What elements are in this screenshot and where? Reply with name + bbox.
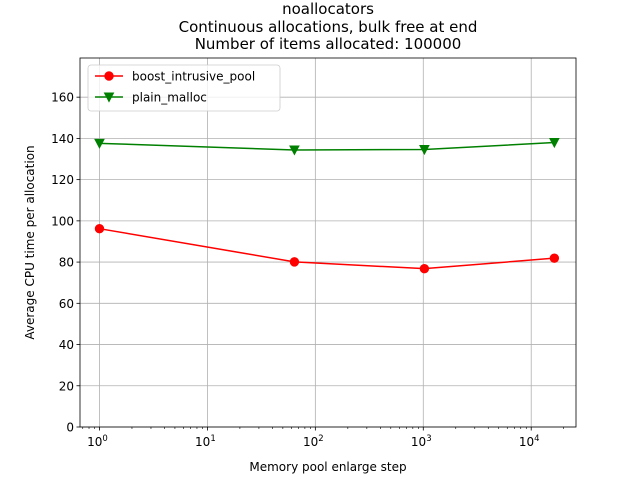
y-tick-label: 20 [59, 379, 74, 393]
y-tick-label: 140 [51, 132, 74, 146]
data-point [419, 263, 430, 274]
y-tick-label: 160 [51, 91, 74, 105]
legend-marker [104, 71, 114, 81]
data-point [289, 257, 300, 267]
data-point [419, 145, 430, 156]
grid-lines [80, 58, 576, 428]
axis-ticks: 0 20 40 60 80 100 120 140 160 100 101 102 103 104 [51, 91, 565, 449]
chart-title-line-3: Number of items allocated: 100000 [195, 35, 462, 53]
data-point [289, 145, 300, 156]
y-tick-label: 40 [59, 338, 74, 352]
y-tick-label: 80 [59, 256, 74, 270]
series-plain_malloc [94, 138, 560, 156]
x-tick-label: 102 [303, 434, 324, 449]
legend-label: boost_intrusive_pool [132, 70, 255, 84]
x-tick-label: 101 [195, 434, 216, 449]
legend-label: plain_malloc [132, 91, 207, 105]
y-tick-label: 60 [59, 297, 74, 311]
chart-title-line-2: Continuous allocations, bulk free at end [179, 18, 478, 36]
data-point [549, 138, 560, 149]
legend-box [87, 64, 281, 112]
data-point [94, 138, 105, 149]
x-tick-label: 103 [411, 434, 432, 449]
legend-marker [103, 92, 115, 103]
series-line [99, 227, 555, 270]
chart-title-line-1: noallocators [282, 0, 374, 18]
series-layer [94, 138, 560, 274]
series-line [99, 141, 555, 151]
y-tick-label: 120 [51, 173, 74, 187]
data-point [549, 253, 560, 263]
y-axis-label: Average CPU time per allocation [23, 145, 37, 339]
x-tick-label: 104 [519, 434, 540, 449]
legend: boost_intrusive_pool plain_malloc [87, 64, 281, 112]
series-boost_intrusive_pool [94, 223, 560, 274]
x-axis-label: Memory pool enlarge step [249, 460, 406, 474]
plot-frame [79, 57, 577, 428]
y-tick-label: 100 [51, 214, 74, 228]
x-tick-label: 100 [87, 434, 108, 449]
data-point [94, 223, 105, 234]
y-tick-label: 0 [66, 421, 74, 435]
